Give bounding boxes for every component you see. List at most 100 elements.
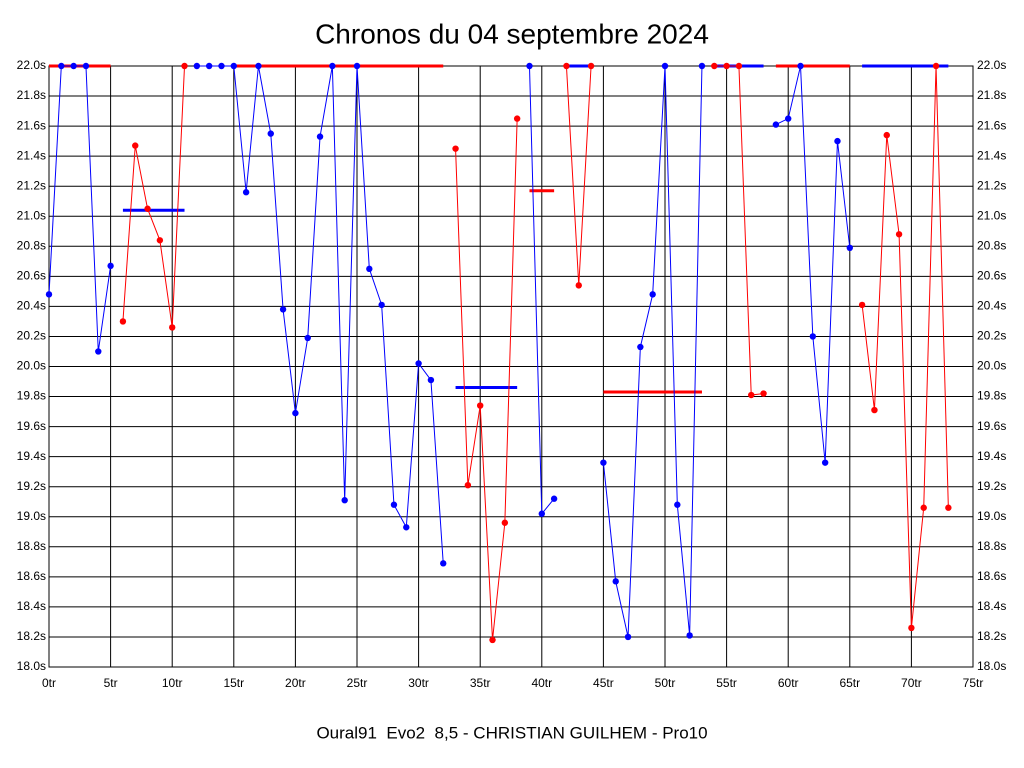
data-point [230,62,237,70]
data-point [920,504,927,511]
y-tick-label: 20.4s [17,299,46,313]
data-point [883,131,890,139]
y-tick-label: 19.2s [17,479,46,493]
data-point [686,632,693,639]
data-point [144,205,151,212]
y2-tick-label: 20.4s [977,299,1006,313]
data-point [612,578,619,585]
data-point [895,231,903,238]
data-point [797,62,804,70]
y-tick-label: 18.6s [17,569,46,583]
y2-tick-label: 20.0s [977,359,1006,373]
data-point [218,62,225,70]
y2-tick-label: 21.6s [977,118,1006,132]
data-point [698,62,706,70]
y2-tick-label: 19.0s [977,509,1006,523]
data-point [415,360,422,367]
data-point [932,62,940,70]
data-point [785,115,792,122]
x-tick-label: 30tr [408,676,429,690]
data-point [181,62,188,70]
data-point [452,145,459,152]
data-point [304,334,311,342]
y-tick-label: 18.0s [17,659,46,673]
data-point [329,62,336,70]
data-point [107,262,114,270]
y-tick-label: 21.0s [17,208,46,222]
series-line [122,65,186,328]
data-point [513,115,521,122]
data-point [587,62,595,70]
data-point [760,390,767,397]
y2-tick-label: 19.6s [977,419,1006,433]
data-point [600,459,607,466]
x-tick-label: 20tr [285,676,306,690]
x-tick-label: 5tr [104,676,118,690]
data-point [846,244,853,252]
y-tick-label: 19.8s [17,389,46,403]
y-tick-label: 22.0s [17,58,46,72]
data-point [440,560,447,567]
y2-tick-label: 18.0s [977,659,1006,673]
data-point [821,459,829,466]
data-point [834,137,841,145]
data-point [70,62,77,70]
data-point [292,409,299,417]
data-point [526,62,533,70]
data-point [735,62,743,70]
y-tick-label: 19.6s [17,419,46,433]
data-point [945,504,952,511]
data-point [156,237,164,244]
y-tick-label: 19.4s [17,449,46,463]
data-point [132,142,139,149]
data-point [538,510,545,517]
x-tick-label: 55tr [716,676,737,690]
data-point [45,291,53,298]
data-point [649,291,656,298]
data-point [267,130,274,137]
x-tick-label: 75tr [963,676,984,690]
y2-tick-label: 21.4s [977,148,1006,162]
y-tick-label: 21.8s [17,88,46,102]
data-point [255,62,262,70]
data-point [169,324,176,331]
y2-tick-label: 18.4s [977,599,1006,613]
y-tick-label: 18.2s [17,629,46,643]
y2-tick-label: 19.8s [977,389,1006,403]
x-tick-label: 0tr [42,676,56,690]
y-tick-label: 20.6s [17,269,46,283]
data-point [366,265,373,273]
series-line [861,65,949,628]
data-point [82,62,90,70]
series-line [455,118,518,641]
y2-tick-label: 20.8s [977,238,1006,252]
data-point [772,121,780,128]
data-point [501,519,509,526]
y-tick-label: 18.4s [17,599,46,613]
data-point [353,62,361,70]
data-point [748,391,755,399]
data-point [58,62,65,70]
x-tick-label: 25tr [347,676,368,690]
y-tick-label: 20.8s [17,238,46,252]
data-point [575,282,582,289]
y2-tick-label: 21.0s [977,208,1006,222]
data-point [119,318,127,325]
data-point [205,62,213,70]
data-point [809,333,817,340]
x-tick-label: 15tr [223,676,244,690]
data-point [489,636,496,644]
series-line [48,65,112,352]
y-tick-label: 21.6s [17,118,46,132]
data-point [242,189,250,196]
x-tick-label: 45tr [593,676,614,690]
data-point [316,133,324,140]
y2-tick-label: 20.6s [977,269,1006,283]
y-tick-label: 21.4s [17,148,46,162]
data-point [403,524,410,531]
x-tick-label: 60tr [778,676,799,690]
x-tick-label: 10tr [162,676,183,690]
